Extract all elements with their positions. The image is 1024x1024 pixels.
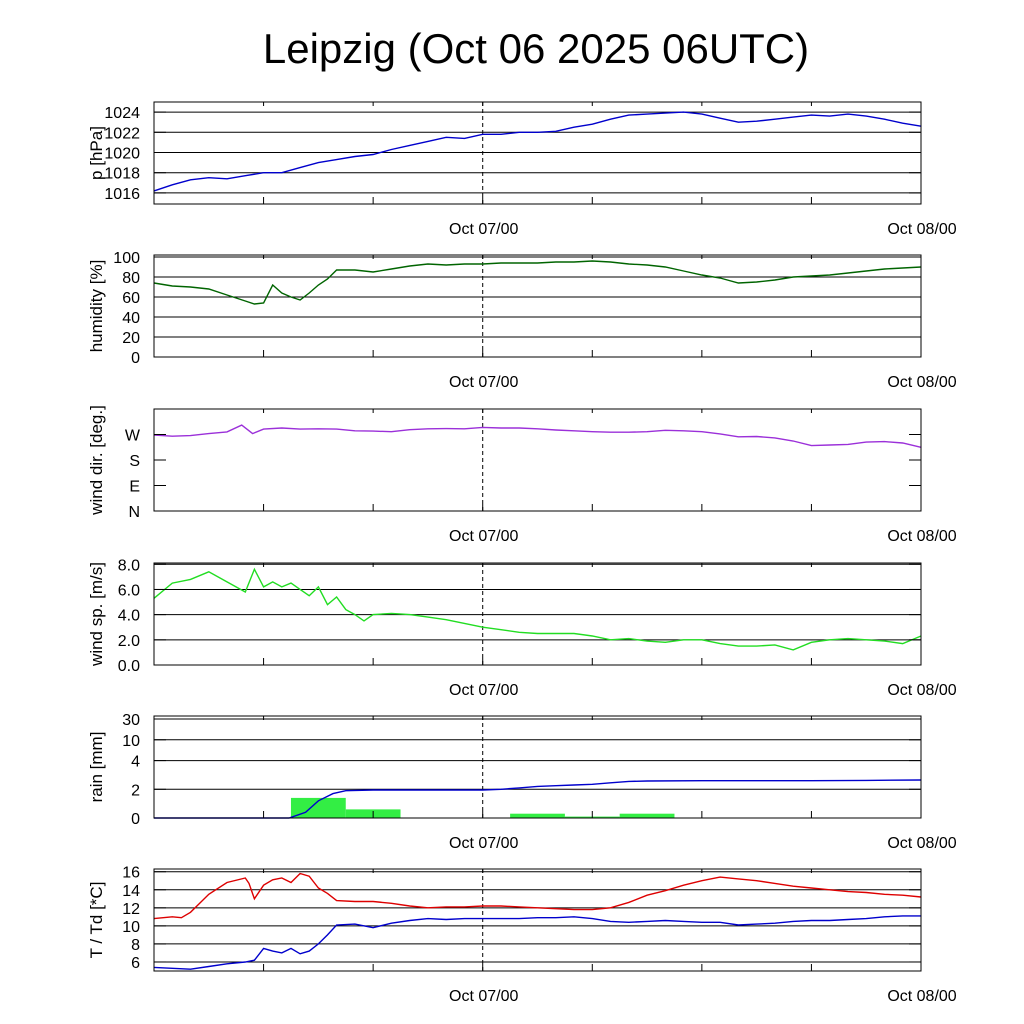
y-tick-label: 10 — [122, 733, 140, 750]
x-time-label: Oct 07/00 — [449, 682, 518, 699]
panel-frame — [153, 562, 922, 666]
y-tick-label: 0.0 — [118, 658, 140, 675]
chart-title: Leipzig (Oct 06 2025 06UTC) — [262, 25, 810, 72]
y-tick-label: 10 — [122, 919, 140, 936]
y-tick-label: 14 — [122, 883, 140, 900]
y-tick-label: 12 — [122, 901, 140, 918]
y-tick-label: 30 — [122, 712, 140, 729]
panel-frame — [153, 868, 922, 972]
x-time-label: Oct 08/00 — [887, 988, 956, 1005]
x-time-label: Oct 07/00 — [449, 528, 518, 545]
y-tick-label: 0 — [131, 350, 140, 367]
y-tick-label: 100 — [113, 250, 140, 267]
y-axis-label: T / Td [*C] — [87, 882, 106, 959]
y-tick-label: 1024 — [104, 105, 140, 122]
panel-4: 0.0 2.0 4.0 6.0 8.0 wind sp. [m/s] Oct 07/00 Oc… — [87, 557, 957, 699]
panel-frame — [153, 408, 922, 512]
series-line-1 — [153, 872, 922, 920]
y-axis-label: rain [mm] — [87, 732, 106, 803]
y-tick-label: 8 — [131, 937, 140, 954]
panel-frame — [153, 254, 922, 358]
x-time-label: Oct 08/00 — [887, 835, 956, 852]
y-tick-label: 16 — [122, 865, 140, 882]
x-time-label: Oct 07/00 — [449, 835, 518, 852]
y-tick-label: 40 — [122, 310, 140, 327]
y-tick-label: N — [128, 504, 140, 521]
panel-frame — [153, 715, 922, 819]
y-tick-label: 60 — [122, 290, 140, 307]
y-tick-label: 4 — [131, 754, 140, 771]
y-tick-label: 6.0 — [118, 582, 140, 599]
panel-2: 0 20 40 60 80 100 humidity [%] Oct 07/00 Oct 08/… — [87, 250, 957, 391]
y-tick-label: 2.0 — [118, 633, 140, 650]
x-time-label: Oct 07/00 — [449, 374, 518, 391]
series-line-2 — [153, 915, 921, 970]
y-tick-label: 1022 — [104, 125, 140, 142]
x-time-label: Oct 08/00 — [887, 374, 956, 391]
y-tick-label: S — [129, 453, 140, 470]
panel-5: 0 2 4 10 30 rain [mm] Oct 07/00 Oct 08/00 — [87, 712, 957, 852]
y-tick-label: 80 — [122, 270, 140, 287]
y-tick-label: 2 — [131, 782, 140, 799]
y-tick-label: 1016 — [104, 186, 140, 203]
y-tick-label: E — [129, 479, 140, 496]
y-tick-label: 6 — [131, 955, 140, 972]
y-tick-label: 1018 — [104, 166, 140, 183]
y-tick-label: 20 — [122, 330, 140, 347]
y-tick-label: 0 — [131, 811, 140, 828]
x-time-label: Oct 08/00 — [887, 528, 956, 545]
series-line-1 — [153, 567, 922, 651]
panel-1: 1016 1018 1020 1022 1024 p [hPa] Oct 07/00 Oct … — [87, 101, 957, 238]
y-tick-label: 1020 — [104, 145, 140, 162]
rain-bar — [510, 813, 565, 818]
panel-frame — [153, 101, 922, 205]
y-axis-label: wind sp. [m/s] — [87, 562, 106, 667]
x-time-label: Oct 08/00 — [887, 221, 956, 238]
y-axis-label: p [hPa] — [87, 126, 106, 180]
x-time-label: Oct 07/00 — [449, 988, 518, 1005]
y-axis-label: wind dir. [deg.] — [87, 405, 106, 516]
y-tick-label: 4.0 — [118, 608, 140, 625]
y-tick-label: 8.0 — [118, 557, 140, 574]
series-line-1 — [154, 779, 922, 819]
x-time-label: Oct 08/00 — [887, 682, 956, 699]
rain-bar — [619, 813, 675, 818]
series-line-1 — [153, 424, 922, 448]
x-time-label: Oct 07/00 — [449, 221, 518, 238]
y-tick-label: W — [125, 428, 141, 445]
series-line-1 — [153, 111, 922, 192]
series-line-1 — [153, 260, 922, 305]
y-axis-label: humidity [%] — [87, 260, 106, 353]
